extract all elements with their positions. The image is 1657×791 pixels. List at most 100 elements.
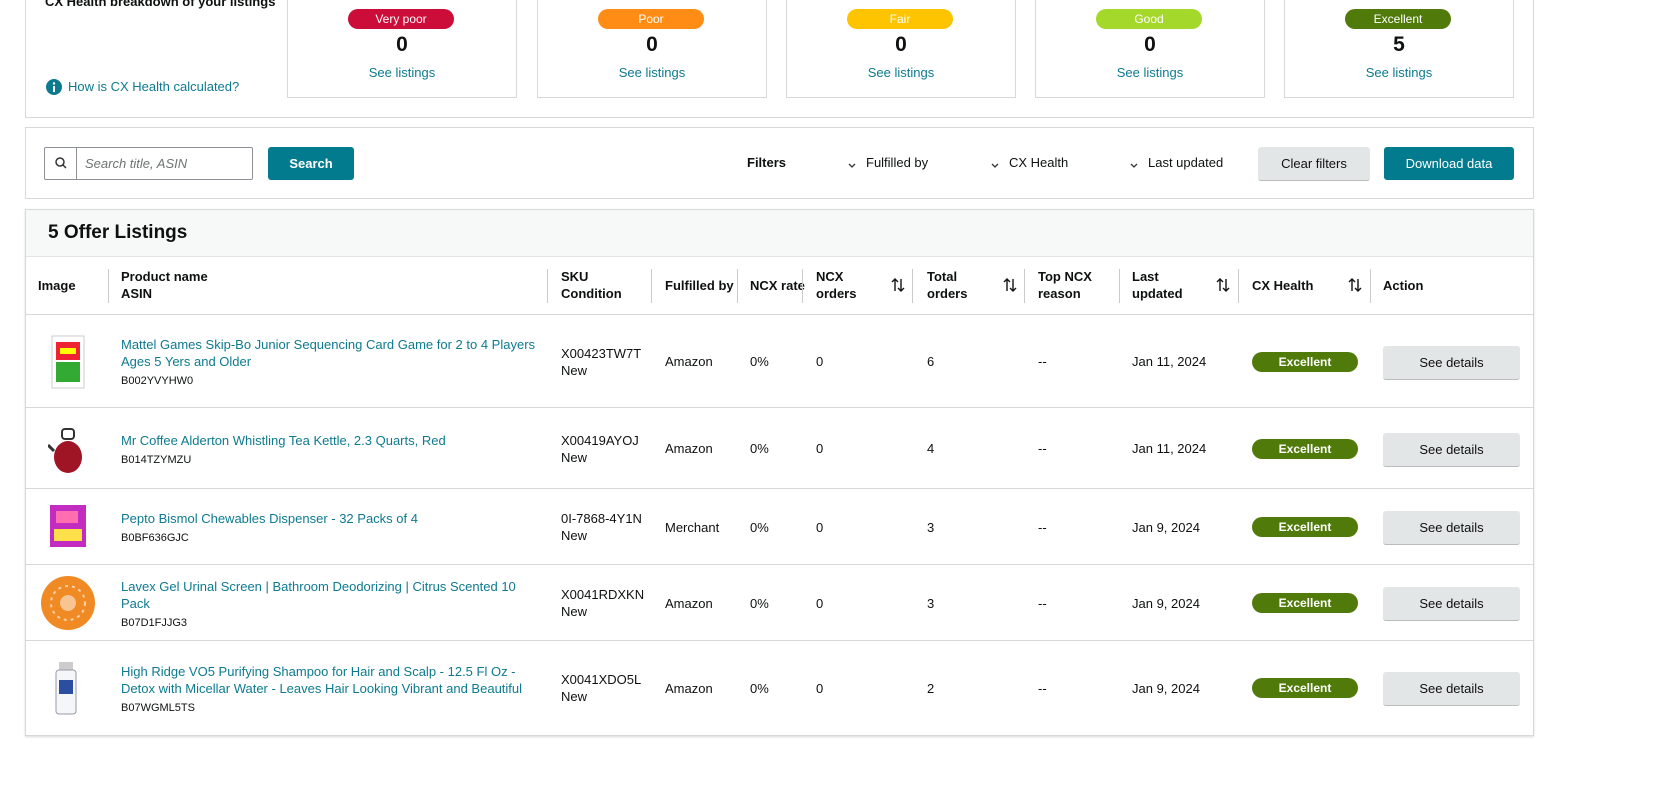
ncx-rate-cell: 0%: [750, 408, 850, 489]
see-details-button[interactable]: See details: [1383, 672, 1520, 706]
row-border: [26, 640, 1533, 641]
last-updated: Jan 11, 2024: [1132, 354, 1207, 369]
health-panel: [25, 0, 1534, 118]
top-ncx-reason: --: [1038, 680, 1047, 696]
sku: X0041XDO5L: [561, 672, 642, 687]
health-badge: Excellent: [1252, 678, 1358, 698]
ncx-rate: 0%: [750, 595, 769, 611]
asin: B0BF636GJC: [121, 532, 189, 544]
filter-dropdown[interactable]: Fulfilled by: [846, 150, 966, 176]
fulfilled-by: Amazon: [665, 680, 713, 696]
chevron-icon: [989, 158, 1001, 168]
fulfilled-by-cell: Merchant: [665, 489, 765, 565]
condition: New: [561, 689, 588, 704]
column-header-text: SKU: [561, 269, 589, 284]
top-ncx-reason-cell: --: [1038, 641, 1138, 735]
search-box[interactable]: Search title, ASIN: [44, 147, 253, 180]
sku: X00419AYOJ: [561, 432, 639, 448]
column-separator: [1238, 269, 1239, 303]
product-name-link[interactable]: Mr Coffee Alderton Whistling Tea Kettle,…: [121, 432, 446, 448]
fulfilled-by: Merchant: [665, 519, 720, 535]
see-details-button[interactable]: See details: [1383, 511, 1520, 545]
ncx-rate-cell: 0%: [750, 641, 850, 735]
product-image: [38, 499, 98, 555]
health-badge: Poor: [598, 9, 704, 29]
last-updated-cell: Jan 11, 2024: [1132, 408, 1232, 489]
ncx-rate-cell: 0%: [750, 565, 850, 641]
column-header-text: Action: [1383, 278, 1424, 293]
filter-label: Last updated: [1148, 155, 1224, 170]
sort-icon[interactable]: [1003, 277, 1017, 293]
sort-icon[interactable]: [1348, 277, 1362, 293]
column-header-text: CX Health: [1252, 278, 1314, 293]
column-header-text: NCX: [816, 269, 844, 284]
search-button[interactable]: Search: [268, 147, 354, 180]
fulfilled-by-cell: Amazon: [665, 565, 765, 641]
see-details-button[interactable]: See details: [1383, 345, 1520, 380]
last-updated: Jan 9, 2024: [1132, 595, 1200, 611]
product-name-link[interactable]: Pepto Bismol Chewables Dispenser - 32 Pa…: [121, 511, 418, 526]
column-separator: [1119, 269, 1120, 303]
column-header-text: Image: [38, 278, 76, 293]
row-border: [26, 488, 1533, 489]
total-orders-cell: 3: [927, 489, 1027, 565]
health-count: 0: [396, 33, 408, 56]
clear-filters-button[interactable]: Clear filters: [1258, 147, 1370, 181]
column-separator: [1370, 269, 1371, 303]
sku: X0041RDXKN: [561, 587, 645, 602]
top-ncx-reason-cell: --: [1038, 489, 1138, 565]
filter-dropdown[interactable]: CX Health: [989, 150, 1109, 176]
last-updated: Jan 9, 2024: [1132, 680, 1200, 696]
product-name-link[interactable]: High Ridge VO5 Purifying Shampoo for Hai…: [121, 663, 523, 696]
sku: X00423TW7T: [561, 345, 642, 361]
column-header: Top NCX reason: [1038, 268, 1092, 302]
download-button[interactable]: Download data: [1384, 147, 1514, 180]
top-ncx-reason: --: [1038, 354, 1047, 369]
filter-label: Fulfilled by: [866, 155, 929, 170]
column-separator: [1024, 269, 1025, 303]
fulfilled-by-cell: Amazon: [665, 315, 765, 408]
see-details-button[interactable]: See details: [1383, 587, 1520, 621]
fulfilled-by: Amazon: [665, 354, 713, 369]
health-badge: Excellent: [1252, 593, 1358, 613]
ncx-orders: 0: [816, 680, 824, 696]
filter-dropdown[interactable]: Last updated: [1128, 150, 1248, 176]
sort-icon[interactable]: [1216, 277, 1230, 293]
product-cell: Lavex Gel Urinal Screen | Bathroom Deodo…: [121, 565, 536, 641]
column-header-text: reason: [1038, 286, 1081, 301]
filters-label: Filters: [747, 155, 787, 170]
column-header-text: Product name: [121, 269, 208, 284]
help-link[interactable]: How is CX Health calculated?: [68, 79, 240, 94]
health-count: 0: [895, 33, 907, 56]
column-separator: [547, 269, 548, 303]
header-row-border: [26, 314, 1533, 315]
total-orders-cell: 6: [927, 315, 1027, 408]
column-header-text: ASIN: [121, 286, 153, 301]
product-name-link[interactable]: Lavex Gel Urinal Screen | Bathroom Deodo…: [121, 578, 516, 611]
see-listings-link[interactable]: See listings: [1365, 65, 1433, 80]
sort-icon[interactable]: [891, 277, 905, 293]
product-name-link[interactable]: Mattel Games Skip-Bo Junior Sequencing C…: [121, 337, 536, 369]
ncx-orders-cell: 0: [816, 315, 916, 408]
condition: New: [561, 528, 588, 543]
column-header-text: NCX rate: [750, 278, 805, 293]
column-header-text: orders: [816, 286, 857, 301]
product-image-cell: [38, 408, 98, 489]
health-badge: Fair: [847, 9, 953, 29]
health-badge: Excellent: [1252, 517, 1358, 537]
product-cell: Mr Coffee Alderton Whistling Tea Kettle,…: [121, 408, 536, 489]
health-badge: Very poor: [348, 9, 454, 29]
see-listings-link[interactable]: See listings: [867, 65, 935, 80]
total-orders: 2: [927, 680, 935, 696]
column-header: Product name ASIN: [121, 268, 208, 302]
see-listings-link[interactable]: See listings: [368, 65, 436, 80]
see-listings-link[interactable]: See listings: [618, 65, 686, 80]
last-updated-cell: Jan 9, 2024: [1132, 565, 1232, 641]
column-separator: [802, 269, 803, 303]
last-updated: Jan 9, 2024: [1132, 519, 1200, 535]
see-details-button[interactable]: See details: [1383, 432, 1520, 467]
column-header: SKU Condition: [561, 268, 622, 302]
column-header: Fulfilled by: [665, 277, 734, 294]
see-listings-link[interactable]: See listings: [1116, 65, 1184, 80]
